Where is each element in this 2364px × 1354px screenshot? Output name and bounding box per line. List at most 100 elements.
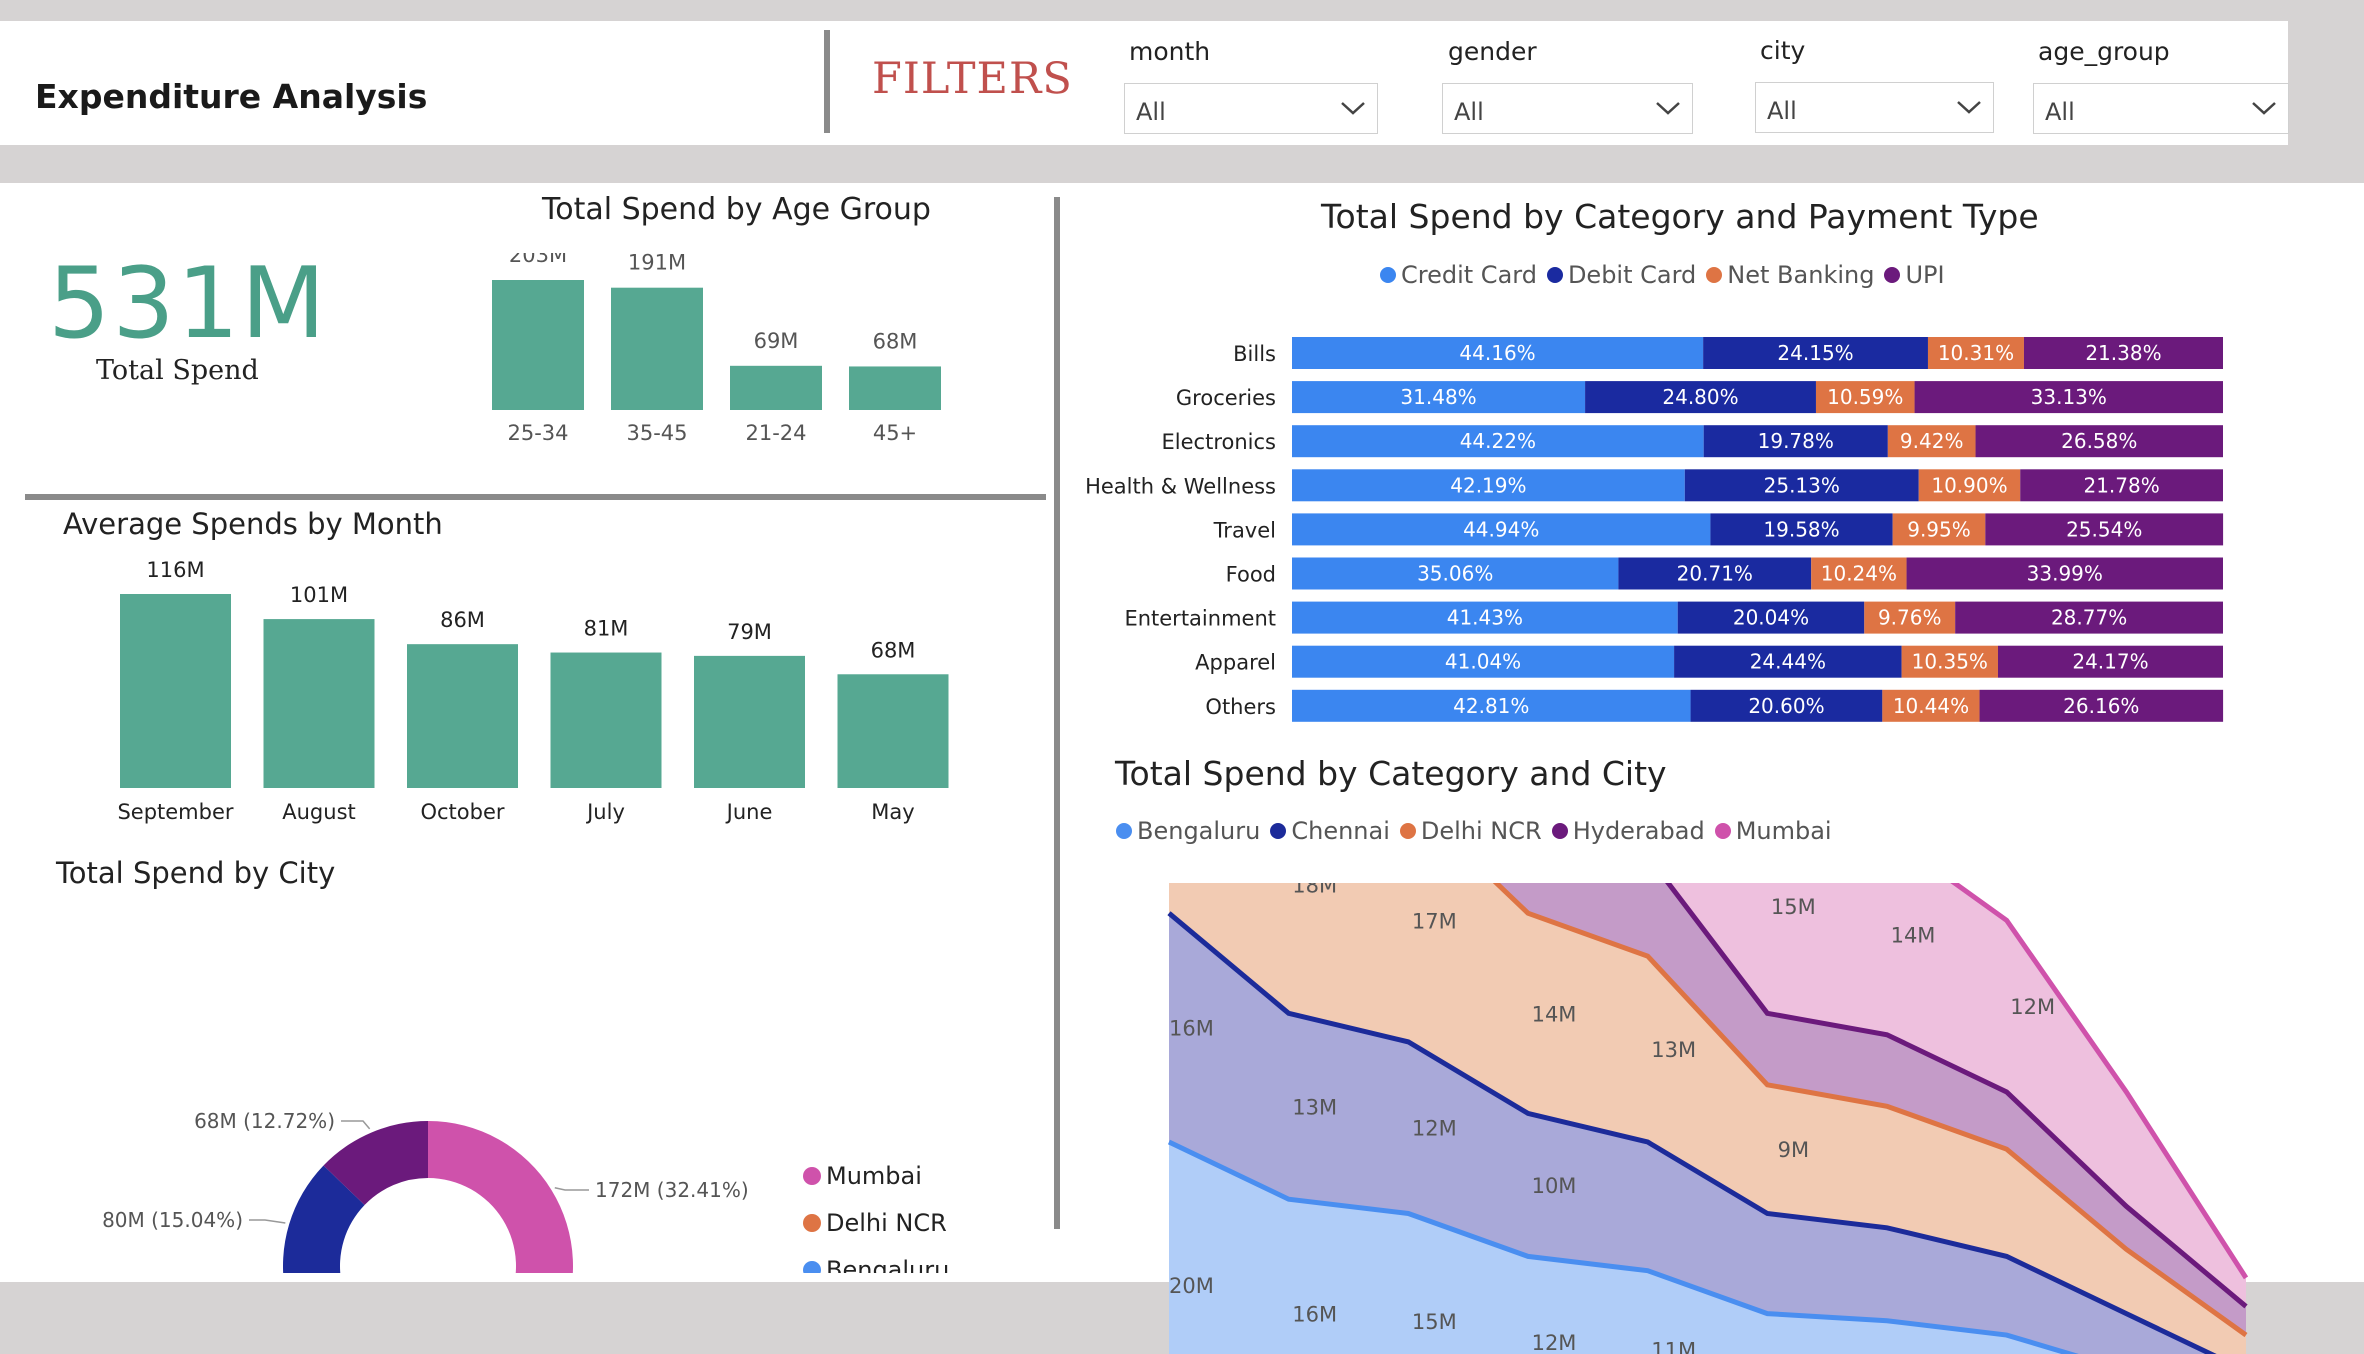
area-data-label: 10M (1532, 1174, 1577, 1198)
age-axis-tick-label: 25-34 (507, 421, 568, 445)
legend-label: Debit Card (1567, 261, 1697, 289)
legend-label: Chennai (1291, 817, 1390, 845)
category-label: Food (1226, 563, 1276, 587)
legend-label: UPI (1905, 261, 1945, 289)
area-data-label: 17M (1412, 909, 1457, 933)
month-bar (550, 652, 662, 788)
month-axis-tick-label: June (725, 800, 773, 824)
donut-slice-chennai (283, 1165, 365, 1273)
donut-leader-line (341, 1120, 371, 1130)
segment-value-label: 19.58% (1763, 517, 1839, 541)
month-bar (263, 619, 375, 788)
payment-chart-title: Total Spend by Category and Payment Type (1321, 197, 2039, 236)
month-chart-title: Average Spends by Month (63, 507, 443, 541)
area-line-mumbai (1950, 883, 2249, 1280)
segment-value-label: 26.16% (2063, 694, 2139, 718)
legend-marker (1116, 823, 1132, 839)
area-data-label: 18M (1292, 883, 1337, 898)
area-data-label: 20M (1169, 1274, 1214, 1298)
segment-value-label: 42.19% (1450, 473, 1526, 497)
segment-value-label: 24.44% (1750, 650, 1826, 674)
area-data-label: 15M (1771, 895, 1816, 919)
month-bar-value-label: 81M (584, 617, 629, 641)
stacked-bar-segment (1292, 425, 1704, 458)
month-axis-tick-label: October (420, 800, 504, 824)
stacked-bar-segment (1703, 337, 1928, 369)
segment-value-label: 20.71% (1677, 562, 1753, 586)
stacked-bar-segment (1811, 557, 1907, 590)
stacked-bar-segment (1585, 381, 1816, 414)
stacked-bar-segment (1292, 513, 1711, 546)
month-bar-value-label: 116M (146, 561, 204, 582)
stacked-bar-segment (1901, 645, 1998, 678)
age-bar (849, 366, 941, 410)
legend-item: UPI (1884, 261, 1945, 289)
chevron-down-icon (2252, 102, 2276, 115)
area-data-label: 15M (1412, 1310, 1457, 1334)
segment-value-label: 25.54% (2066, 517, 2142, 541)
stacked-bar-segment (1887, 425, 1976, 458)
filter-age-group-dropdown[interactable]: All (2033, 83, 2289, 134)
stacked-bar-segment (1674, 645, 1902, 678)
filter-age-group-label: age_group (2038, 37, 2170, 66)
filter-gender-label: gender (1448, 37, 1537, 66)
month-bar-chart: 116M September 101M August 86M October 81M July… (117, 561, 949, 824)
segment-value-label: 44.16% (1459, 341, 1535, 365)
category-label: Apparel (1195, 651, 1276, 675)
stacked-bar-segment (1927, 337, 2024, 369)
stacked-bar-segment (2023, 337, 2223, 369)
stacked-bar-segment (1815, 381, 1915, 414)
city-chart-title: Total Spend by City (56, 856, 336, 890)
area-data-label: 9M (1778, 1138, 1809, 1162)
stacked-bar-segment (1292, 381, 1586, 414)
stacked-bar-segment (1955, 601, 2223, 634)
area-data-label: 16M (1169, 1017, 1214, 1041)
month-bar-value-label: 79M (727, 620, 772, 644)
chevron-down-icon (1957, 101, 1981, 114)
donut-slice-hyderabad (323, 1121, 428, 1205)
category-label: Travel (1213, 518, 1276, 542)
month-bar-value-label: 101M (290, 583, 348, 607)
stacked-bar-segment (1690, 689, 1883, 722)
month-axis-tick-label: August (282, 800, 356, 824)
filters-title: FILTERS (872, 54, 1073, 104)
segment-value-label: 24.15% (1777, 341, 1853, 365)
segment-value-label: 24.80% (1662, 385, 1738, 409)
filter-gender-dropdown[interactable]: All (1442, 83, 1693, 134)
category-label: Electronics (1162, 430, 1276, 454)
stacked-bar-segment (1975, 425, 2223, 458)
stacked-bar-segment (1684, 469, 1919, 502)
legend-marker (1399, 823, 1416, 839)
category-label: Groceries (1176, 386, 1276, 410)
legend-label: Net Banking (1727, 261, 1875, 289)
stacked-bar-segment (1906, 557, 2223, 590)
legend-label: Bengaluru (826, 1256, 949, 1273)
segment-value-label: 9.42% (1900, 429, 1964, 453)
stacked-bar-segment (2020, 469, 2223, 502)
donut-data-label: 80M (15.04%) (102, 1208, 243, 1232)
city-area-legend: Bengaluru Chennai Delhi NCR Hyderabad Mumbai (1116, 817, 1836, 845)
month-axis-tick-label: September (117, 800, 233, 824)
area-line-hyderabad (1665, 883, 2248, 1309)
segment-value-label: 10.31% (1938, 341, 2014, 365)
area-data-label: 12M (1412, 1117, 1457, 1141)
segment-value-label: 44.94% (1463, 517, 1539, 541)
segment-value-label: 33.13% (2031, 385, 2107, 409)
stacked-bar-segment (1997, 645, 2223, 678)
month-bar (120, 594, 231, 788)
segment-value-label: 41.04% (1445, 650, 1521, 674)
filter-month-dropdown[interactable]: All (1124, 83, 1378, 134)
filter-city-label: city (1760, 36, 1806, 65)
legend-label: Delhi NCR (826, 1209, 947, 1237)
segment-value-label: 41.43% (1447, 606, 1523, 630)
segment-value-label: 31.48% (1400, 385, 1476, 409)
legend-item: Chennai (1270, 817, 1390, 845)
age-axis-tick-label: 35-45 (626, 421, 687, 445)
area-data-label: 16M (1292, 1303, 1337, 1327)
filter-city-dropdown[interactable]: All (1755, 82, 1994, 133)
stacked-bar-segment (1914, 381, 2223, 414)
donut-leader-line (554, 1186, 589, 1191)
legend-marker (1546, 267, 1563, 283)
month-bar-value-label: 86M (440, 608, 485, 632)
legend-marker (1270, 823, 1287, 839)
